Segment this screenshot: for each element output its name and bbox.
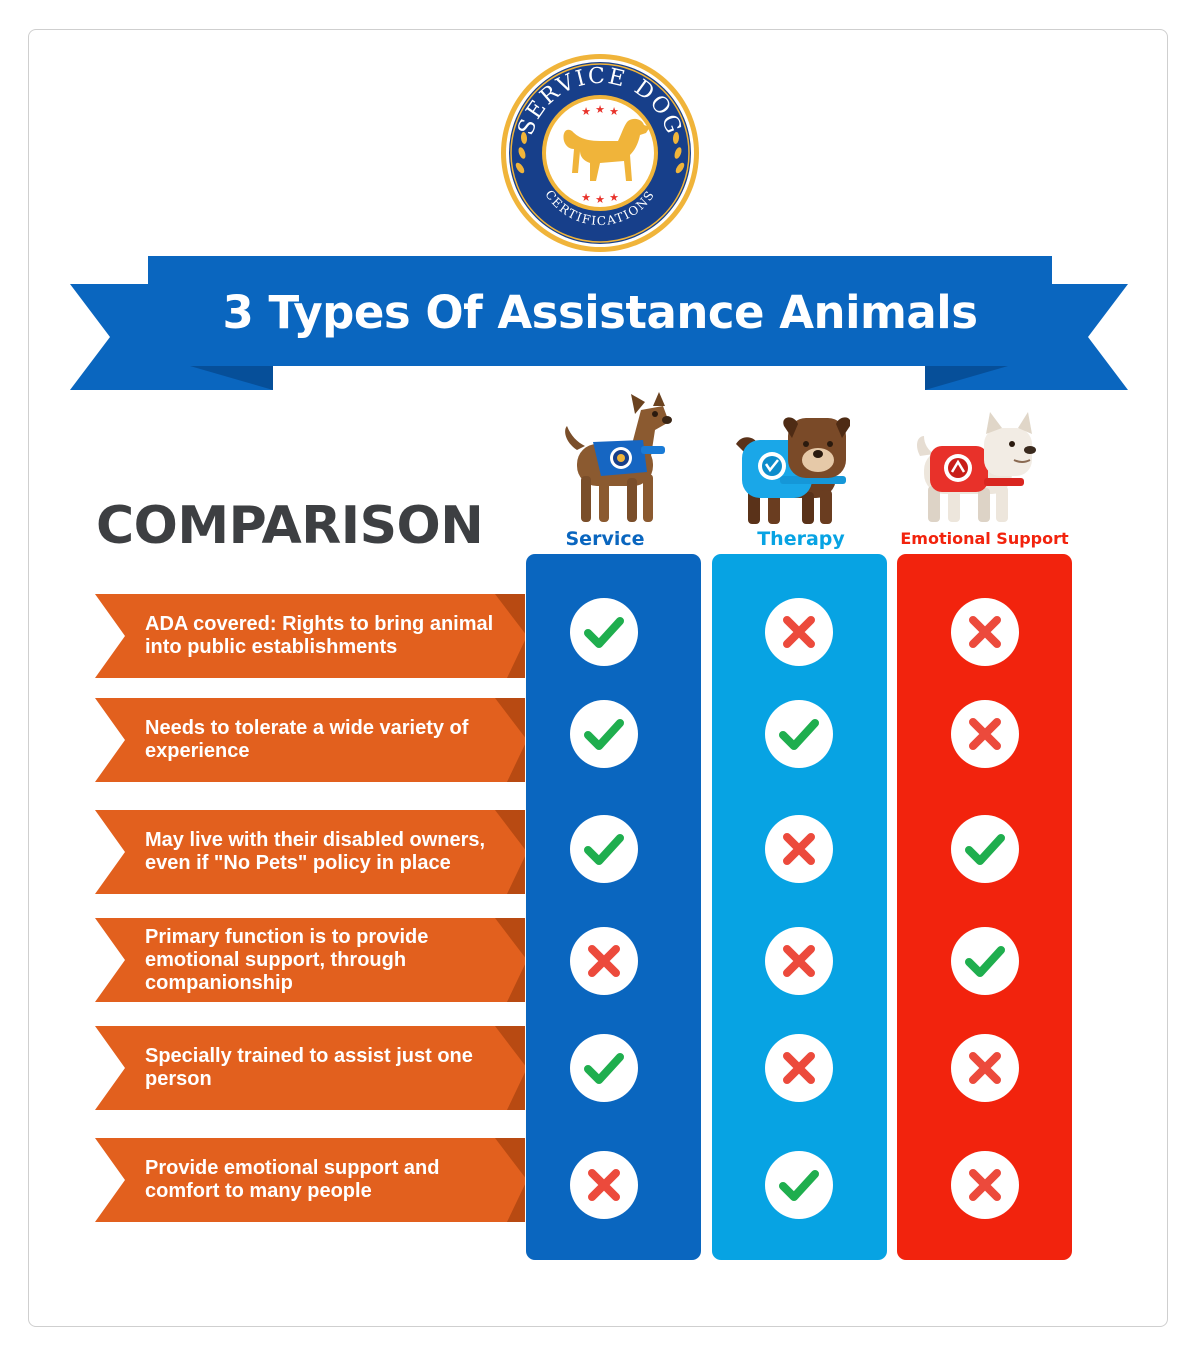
service-dog-certifications-seal: SERVICE DOG CERTIFICATIONS ★ ★ ★ ★ ★ ★ xyxy=(501,54,699,252)
cross-icon xyxy=(765,927,833,995)
cross-icon xyxy=(951,598,1019,666)
column-label-therapy: Therapy xyxy=(757,528,845,550)
svg-text:★: ★ xyxy=(595,103,605,116)
row-arrow-bar xyxy=(95,918,525,1002)
comparison-row: Specially trained to assist just one per… xyxy=(95,1026,525,1110)
comparison-row: Primary function is to provide emotional… xyxy=(95,918,525,1002)
cross-icon xyxy=(951,1034,1019,1102)
column-therapy xyxy=(712,554,887,1260)
cross-icon xyxy=(765,815,833,883)
comparison-row: May live with their disabled owners, eve… xyxy=(95,810,525,894)
svg-text:★: ★ xyxy=(609,105,619,118)
comparison-row: Provide emotional support and comfort to… xyxy=(95,1138,525,1222)
svg-text:★: ★ xyxy=(581,191,591,204)
dog-silhouette-icon xyxy=(563,118,650,181)
check-icon xyxy=(765,700,833,768)
column-label-service: Service xyxy=(565,528,645,550)
column-service xyxy=(526,554,701,1260)
row-arrow-bar xyxy=(95,810,525,894)
cross-icon xyxy=(570,927,638,995)
check-icon xyxy=(570,815,638,883)
comparison-row: Needs to tolerate a wide variety of expe… xyxy=(95,698,525,782)
svg-text:★: ★ xyxy=(581,105,591,118)
row-label: Specially trained to assist just one per… xyxy=(145,1045,473,1090)
check-icon xyxy=(765,1151,833,1219)
column-emotional-support xyxy=(897,554,1072,1260)
svg-text:★: ★ xyxy=(609,191,619,204)
row-label: Needs to tolerate a wide variety of expe… xyxy=(145,717,469,762)
row-arrow-bar xyxy=(95,1138,525,1222)
check-icon xyxy=(951,815,1019,883)
service-dog-illustration xyxy=(565,392,672,522)
page-frame xyxy=(28,29,1168,1327)
row-arrow-bar xyxy=(95,1026,525,1110)
check-icon xyxy=(570,598,638,666)
check-icon xyxy=(570,1034,638,1102)
cross-icon xyxy=(951,1151,1019,1219)
comparison-heading: COMPARISON xyxy=(96,496,484,556)
row-label: ADA covered: Rights to bring animal into… xyxy=(145,613,494,658)
svg-text:★: ★ xyxy=(595,193,605,206)
row-arrow-bar xyxy=(95,594,525,678)
emotional-support-dog-illustration xyxy=(917,412,1036,522)
cross-icon xyxy=(951,700,1019,768)
cross-icon xyxy=(570,1151,638,1219)
therapy-dog-illustration xyxy=(736,417,850,524)
column-label-emotional-support: Emotional Support xyxy=(900,529,1069,548)
check-icon xyxy=(570,700,638,768)
title-banner xyxy=(70,256,1128,390)
row-label: May live with their disabled owners, eve… xyxy=(145,829,486,874)
check-icon xyxy=(951,927,1019,995)
row-label: Provide emotional support and comfort to… xyxy=(145,1157,440,1202)
row-arrow-bar xyxy=(95,698,525,782)
cross-icon xyxy=(765,598,833,666)
row-label: Primary function is to provide emotional… xyxy=(145,925,429,994)
comparison-row: ADA covered: Rights to bring animal into… xyxy=(95,594,525,678)
cross-icon xyxy=(765,1034,833,1102)
page-title: 3 Types Of Assistance Animals xyxy=(222,285,978,339)
